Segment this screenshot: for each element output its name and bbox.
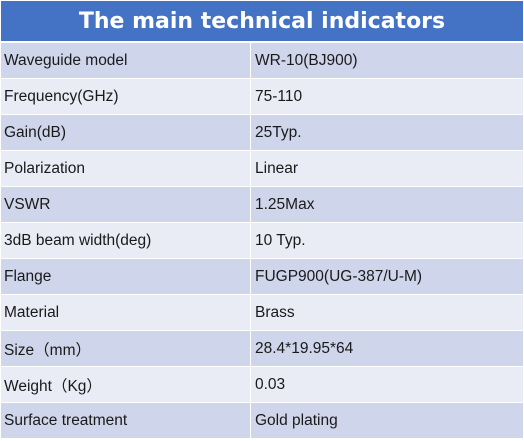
value-cell: 1.25Max — [255, 195, 315, 213]
table-row: Surface treatment Gold plating — [1, 403, 523, 439]
table-row: 3dB beam width(deg) 10 Typ. — [1, 223, 523, 259]
value-cell: Brass — [255, 303, 295, 321]
parameter-cell: Material — [1, 295, 251, 330]
value-cell: 25Typ. — [255, 123, 302, 141]
value-cell: Linear — [255, 159, 299, 177]
table-row: VSWR 1.25Max — [1, 187, 523, 223]
value-cell: Gold plating — [255, 411, 338, 429]
table-row: Gain(dB) 25Typ. — [1, 115, 523, 151]
table-row: Flange FUGP900(UG-387/U-M) — [1, 259, 523, 295]
parameter-cell: Flange — [1, 259, 251, 294]
table-row: Weight（Kg） 0.03 — [1, 367, 523, 403]
parameter-cell: Size（mm） — [1, 331, 251, 366]
table-row: Polarization Linear — [1, 151, 523, 187]
parameter-cell: Polarization — [1, 151, 251, 186]
value-cell: 75-110 — [255, 87, 303, 105]
table-row: Size（mm） 28.4*19.95*64 — [1, 331, 523, 367]
table-title: The main technical indicators — [1, 1, 523, 43]
table-row: Frequency(GHz) 75-110 — [1, 79, 523, 115]
value-cell: 10 Typ. — [255, 231, 306, 249]
parameter-cell: Waveguide model — [1, 43, 251, 78]
parameter-cell: Weight（Kg） — [1, 367, 251, 402]
parameter-cell: Surface treatment — [1, 403, 251, 438]
parameter-cell: Gain(dB) — [1, 115, 251, 150]
parameter-cell: 3dB beam width(deg) — [1, 223, 251, 258]
parameter-cell: VSWR — [1, 187, 251, 222]
value-cell: WR-10(BJ900) — [255, 51, 358, 69]
value-cell: 28.4*19.95*64 — [255, 339, 354, 357]
value-cell: FUGP900(UG-387/U-M) — [255, 267, 423, 285]
table-row: Material Brass — [1, 295, 523, 331]
value-cell: 0.03 — [255, 375, 286, 393]
parameter-cell: Frequency(GHz) — [1, 79, 251, 114]
table-row: Waveguide model WR-10(BJ900) — [1, 43, 523, 79]
